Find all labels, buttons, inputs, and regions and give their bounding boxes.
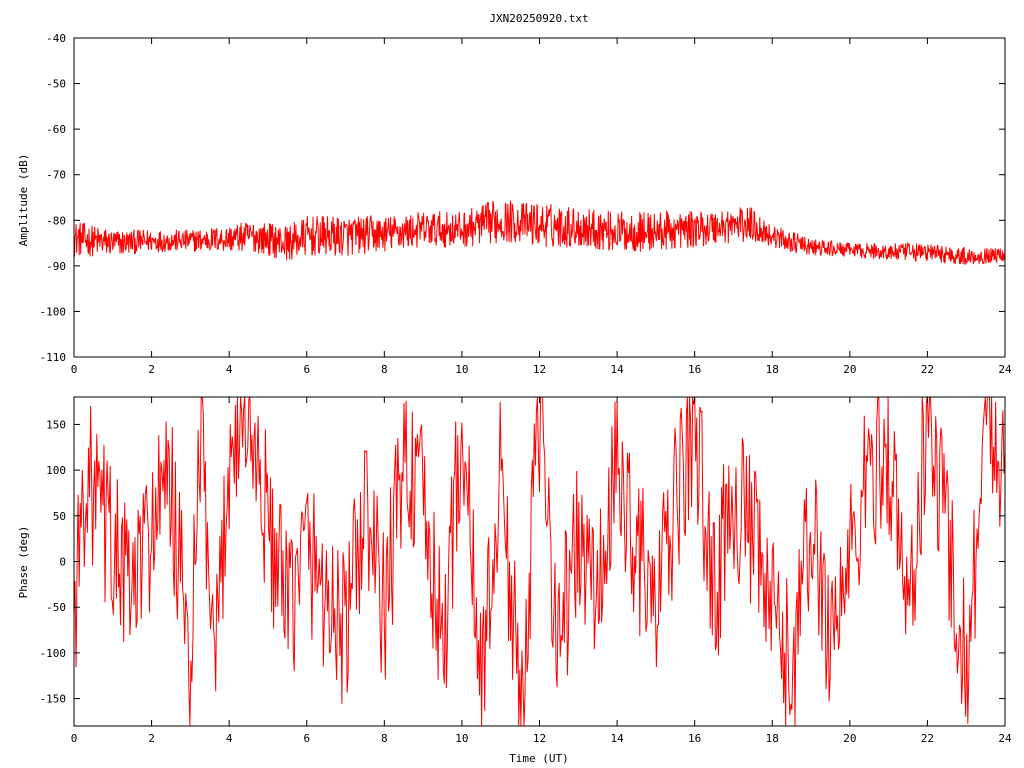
y-tick-label: -40 [46, 32, 66, 45]
x-tick-label: 2 [148, 732, 155, 745]
amplitude-y-axis-label: Amplitude (dB) [17, 154, 30, 247]
x-tick-label: 0 [71, 363, 78, 376]
x-tick-label: 0 [71, 732, 78, 745]
x-tick-label: 4 [226, 732, 233, 745]
y-tick-label: -50 [46, 601, 66, 614]
y-tick-label: -50 [46, 78, 66, 91]
y-tick-label: 50 [53, 510, 66, 523]
phase-y-axis-label: Phase (deg) [17, 526, 30, 599]
x-tick-label: 22 [921, 732, 934, 745]
x-tick-label: 22 [921, 363, 934, 376]
y-tick-label: -70 [46, 169, 66, 182]
y-tick-label: -100 [40, 647, 67, 660]
data-series-line [74, 397, 1005, 726]
x-tick-label: 12 [533, 732, 546, 745]
x-tick-label: 24 [998, 732, 1012, 745]
x-tick-label: 18 [766, 363, 779, 376]
x-tick-label: 20 [843, 732, 856, 745]
chart-title: JXN20250920.txt [489, 12, 588, 25]
x-tick-label: 6 [303, 732, 310, 745]
x-tick-label: 18 [766, 732, 779, 745]
x-tick-label: 8 [381, 363, 388, 376]
x-tick-label: 4 [226, 363, 233, 376]
y-tick-label: 0 [59, 556, 66, 569]
x-tick-label: 10 [455, 363, 468, 376]
y-tick-label: -60 [46, 123, 66, 136]
x-tick-label: 14 [610, 732, 624, 745]
x-tick-label: 8 [381, 732, 388, 745]
x-tick-label: 20 [843, 363, 856, 376]
x-tick-label: 6 [303, 363, 310, 376]
y-tick-label: -150 [40, 693, 67, 706]
x-tick-label: 16 [688, 363, 701, 376]
y-tick-label: -100 [40, 305, 67, 318]
y-tick-label: 150 [46, 418, 66, 431]
data-series-line [74, 200, 1005, 266]
y-tick-label: -80 [46, 214, 66, 227]
x-axis-label: Time (UT) [509, 752, 569, 765]
x-tick-label: 2 [148, 363, 155, 376]
phase-panel: 0 2 4 6 8 10 12 14 16 18 20 22 24150100500-50-100-15… [40, 396, 1012, 745]
amplitude-panel: 0 2 4 6 8 10 12 14 16 18 20 22 24-40-50-60-70-80-90-… [40, 32, 1012, 376]
x-tick-label: 10 [455, 732, 468, 745]
y-tick-label: -90 [46, 260, 66, 273]
y-tick-label: -110 [40, 351, 67, 364]
x-tick-label: 12 [533, 363, 546, 376]
x-tick-label: 16 [688, 732, 701, 745]
x-tick-label: 14 [610, 363, 624, 376]
plot-frame [73, 37, 1006, 358]
y-tick-label: 100 [46, 464, 66, 477]
x-tick-label: 24 [998, 363, 1012, 376]
